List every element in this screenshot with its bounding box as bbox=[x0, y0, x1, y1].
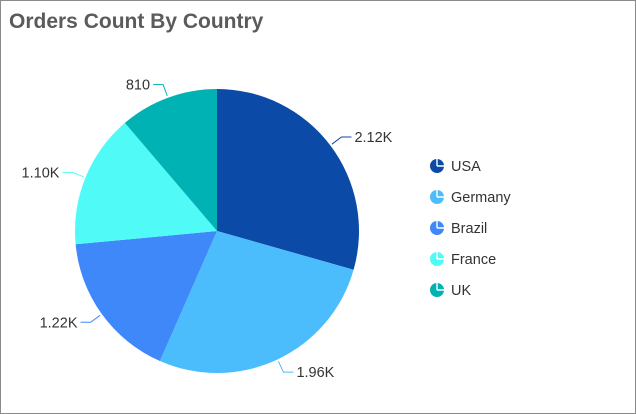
pie-slice-germany[interactable] bbox=[159, 231, 354, 373]
legend-item-usa[interactable]: USA bbox=[430, 159, 481, 175]
legend-item-uk[interactable]: UK bbox=[430, 283, 471, 299]
legend-label: UK bbox=[451, 283, 471, 299]
data-label-usa: 2.12K bbox=[354, 130, 392, 146]
legend-item-france[interactable]: France bbox=[430, 252, 496, 268]
pie-slice-usa[interactable] bbox=[217, 89, 359, 270]
data-label-uk: 810 bbox=[126, 78, 150, 94]
connector-france bbox=[62, 171, 84, 178]
chart-title: Orders Count By Country bbox=[9, 10, 264, 33]
legend-item-brazil[interactable]: Brazil bbox=[430, 221, 487, 237]
connector-germany bbox=[277, 361, 294, 373]
pie-icon bbox=[430, 190, 444, 204]
data-label-brazil: 1.22K bbox=[40, 315, 78, 331]
legend: USA Germany Brazil France UK bbox=[430, 159, 511, 299]
pie-icon bbox=[430, 221, 444, 235]
legend-label: USA bbox=[451, 159, 481, 175]
pie-slice-france[interactable] bbox=[75, 122, 217, 245]
connector-uk bbox=[153, 84, 168, 97]
connector-usa bbox=[331, 136, 352, 145]
pie-icon bbox=[430, 252, 444, 266]
legend-label: Brazil bbox=[451, 221, 487, 237]
data-labels: 2.12K 1.96K 1.22K 1.10K 810 bbox=[22, 78, 393, 382]
legend-item-germany[interactable]: Germany bbox=[430, 190, 511, 206]
data-label-germany: 1.96K bbox=[296, 365, 334, 381]
pie-slice-brazil[interactable] bbox=[75, 231, 218, 362]
pie-slices bbox=[75, 89, 359, 373]
legend-label: France bbox=[451, 252, 496, 268]
legend-label: Germany bbox=[451, 190, 511, 206]
pie-icon bbox=[430, 159, 444, 173]
pie-slice-uk[interactable] bbox=[124, 89, 217, 231]
pie-icon bbox=[430, 283, 444, 297]
data-label-france: 1.10K bbox=[22, 165, 60, 181]
connector-brazil bbox=[80, 314, 101, 323]
